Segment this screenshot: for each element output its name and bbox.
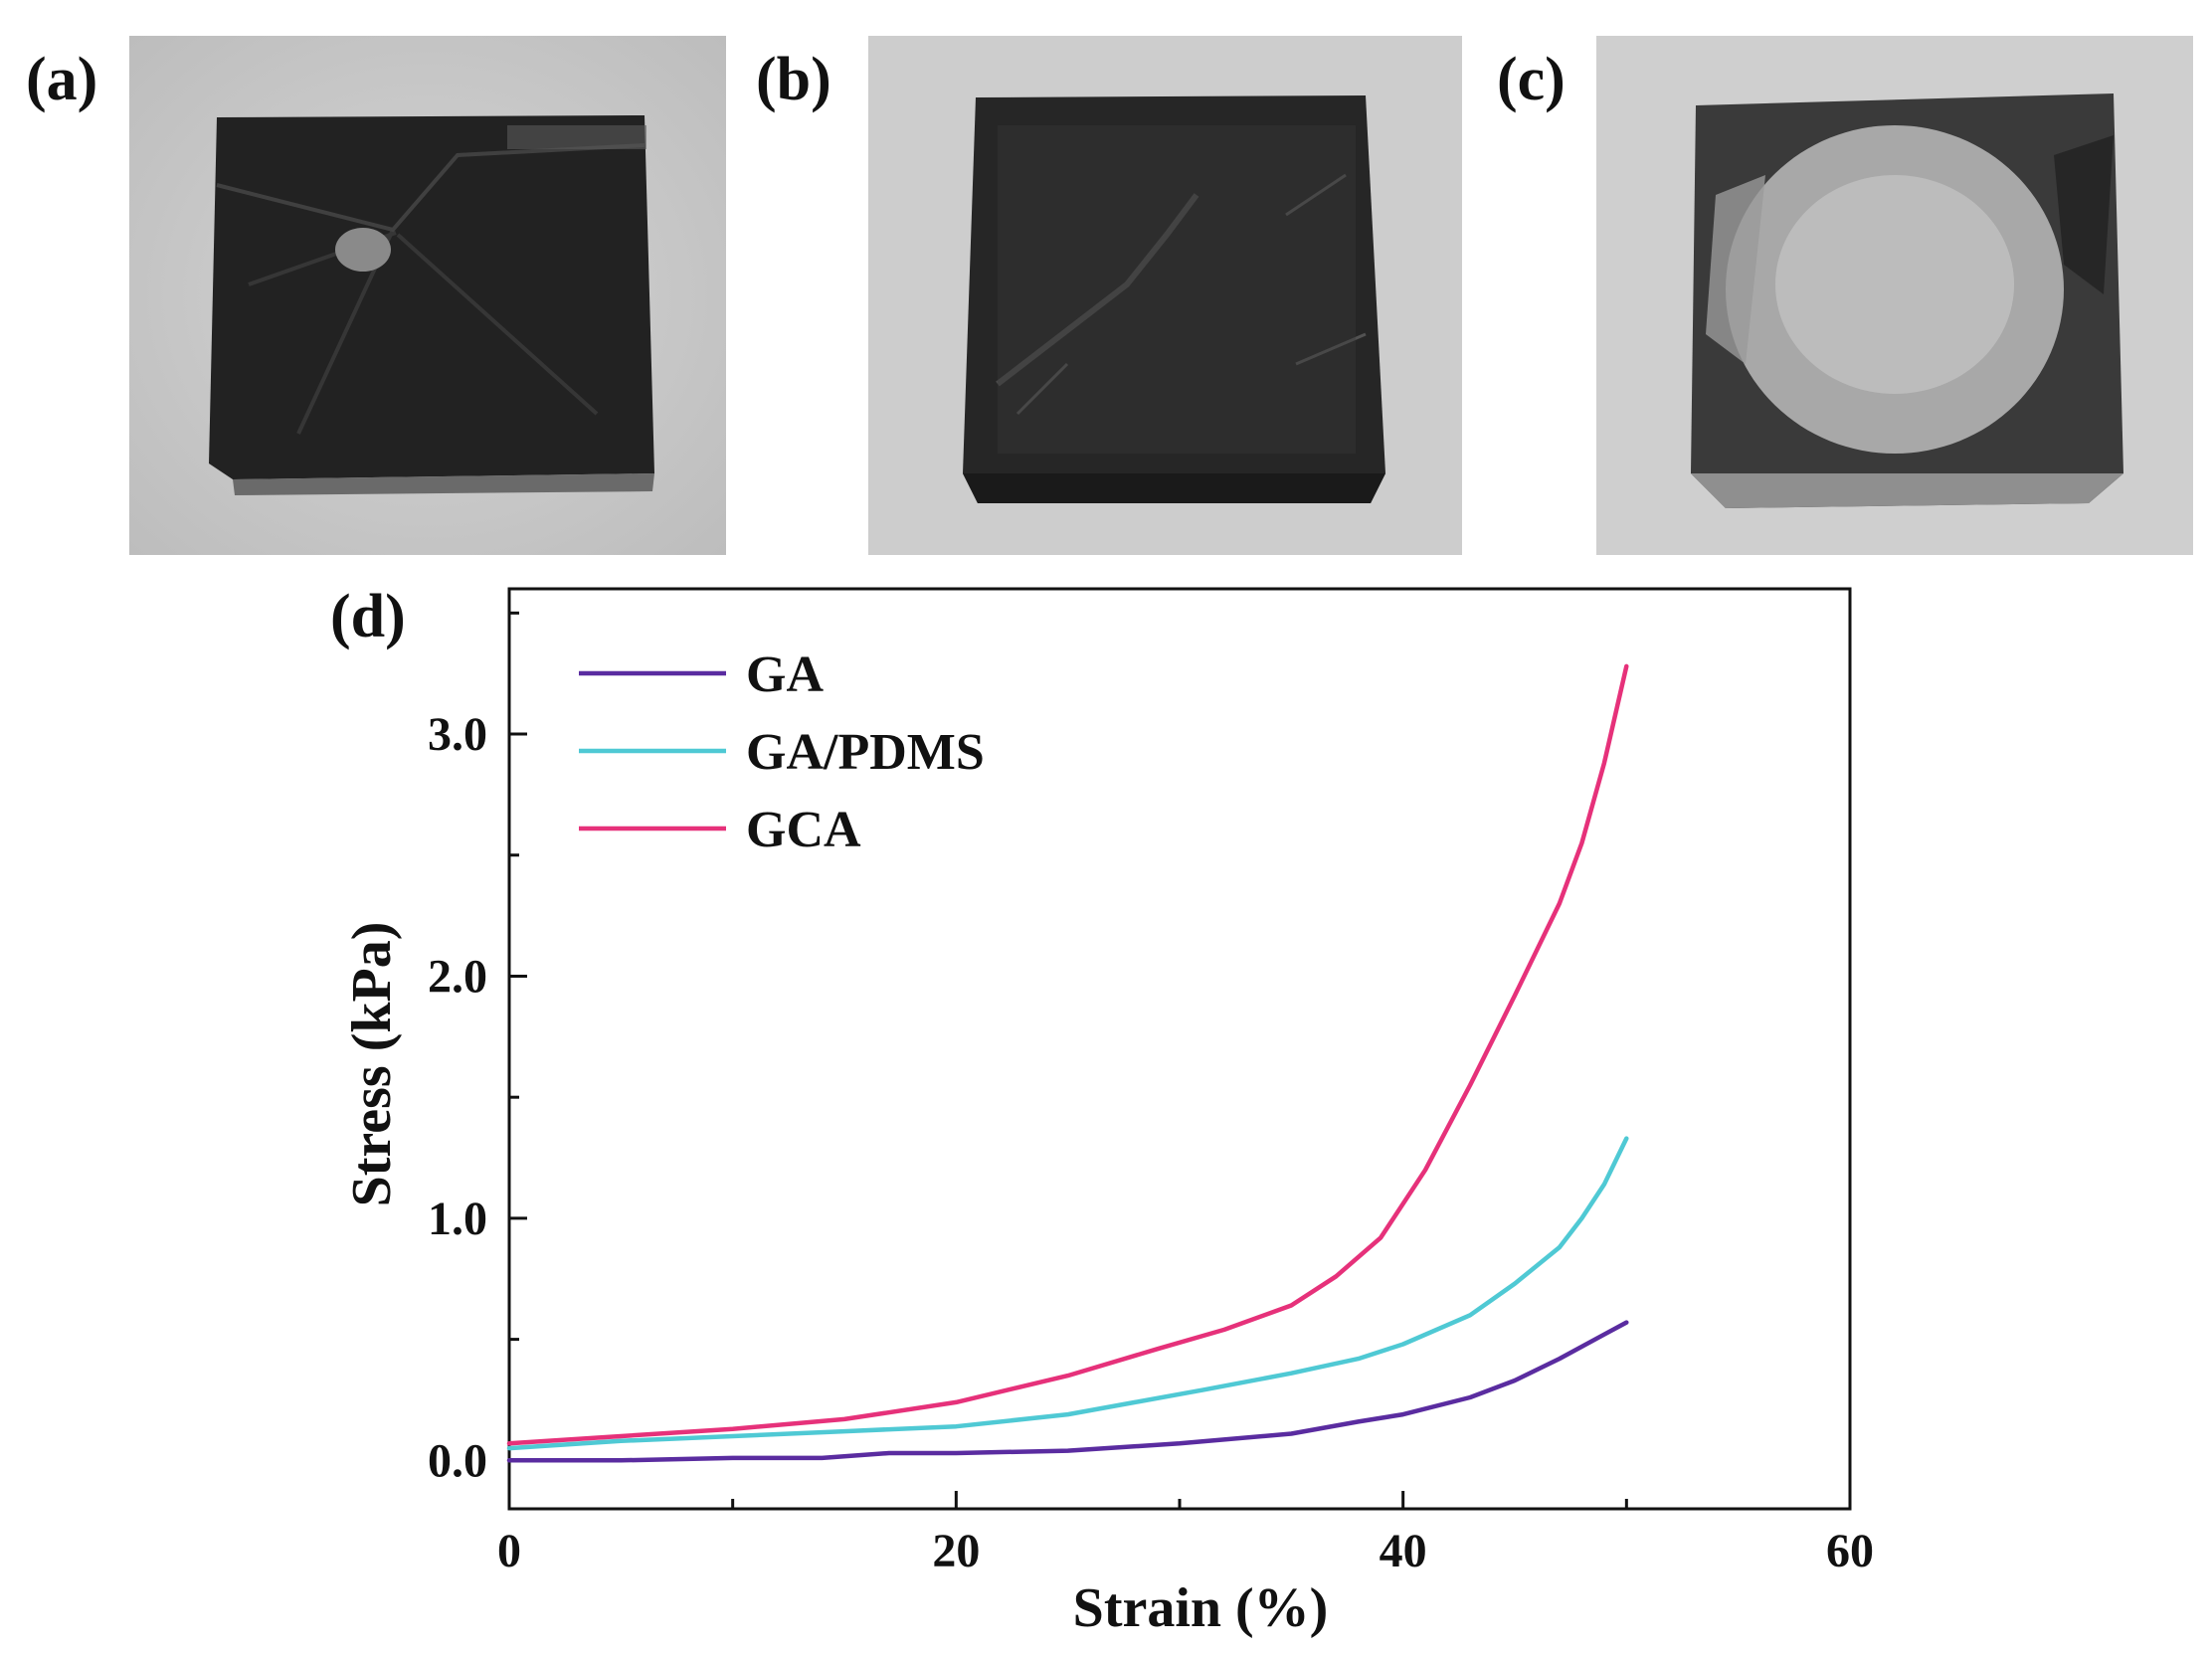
plot-frame: [507, 587, 1852, 1511]
series-line-ga-pdms: [506, 1136, 1629, 1451]
series-line-gca: [506, 663, 1629, 1446]
x-tick-label: 0: [497, 1525, 521, 1577]
legend-label: GCA: [746, 802, 861, 858]
y-tick-label: 0.0: [428, 1434, 487, 1487]
panel-label-c: (c): [1497, 46, 1566, 113]
x-axis-label: Strain (%): [1073, 1577, 1329, 1639]
x-tick-label: 60: [1826, 1525, 1874, 1577]
x-tick-label: 40: [1380, 1525, 1427, 1577]
panel-label-b: (b): [756, 46, 831, 113]
x-tick-label: 20: [932, 1525, 980, 1577]
panel-label-d: (d): [330, 583, 406, 650]
y-tick-label: 1.0: [428, 1193, 487, 1245]
legend-label: GA/PDMS: [746, 724, 985, 781]
photo-sample-ga: [129, 36, 726, 555]
panel-label-a: (a): [26, 46, 98, 113]
x-axis: 0 20 40 60: [497, 1491, 1874, 1577]
photo-sample-ga-pdms: [868, 36, 1462, 555]
legend: GA GA/PDMS GCA: [579, 646, 985, 858]
series-lines: [506, 663, 1629, 1463]
photo-sample-gca: [1596, 36, 2193, 555]
plot-frame-rect: [507, 587, 1852, 1511]
series-line-ga: [506, 1320, 1629, 1463]
legend-label: GA: [746, 646, 824, 703]
y-axis-label: Stress (kPa): [341, 922, 403, 1207]
y-tick-label: 3.0: [428, 708, 487, 761]
y-tick-label: 2.0: [428, 950, 487, 1003]
y-axis: 0.0 1.0 2.0 3.0: [428, 611, 527, 1487]
